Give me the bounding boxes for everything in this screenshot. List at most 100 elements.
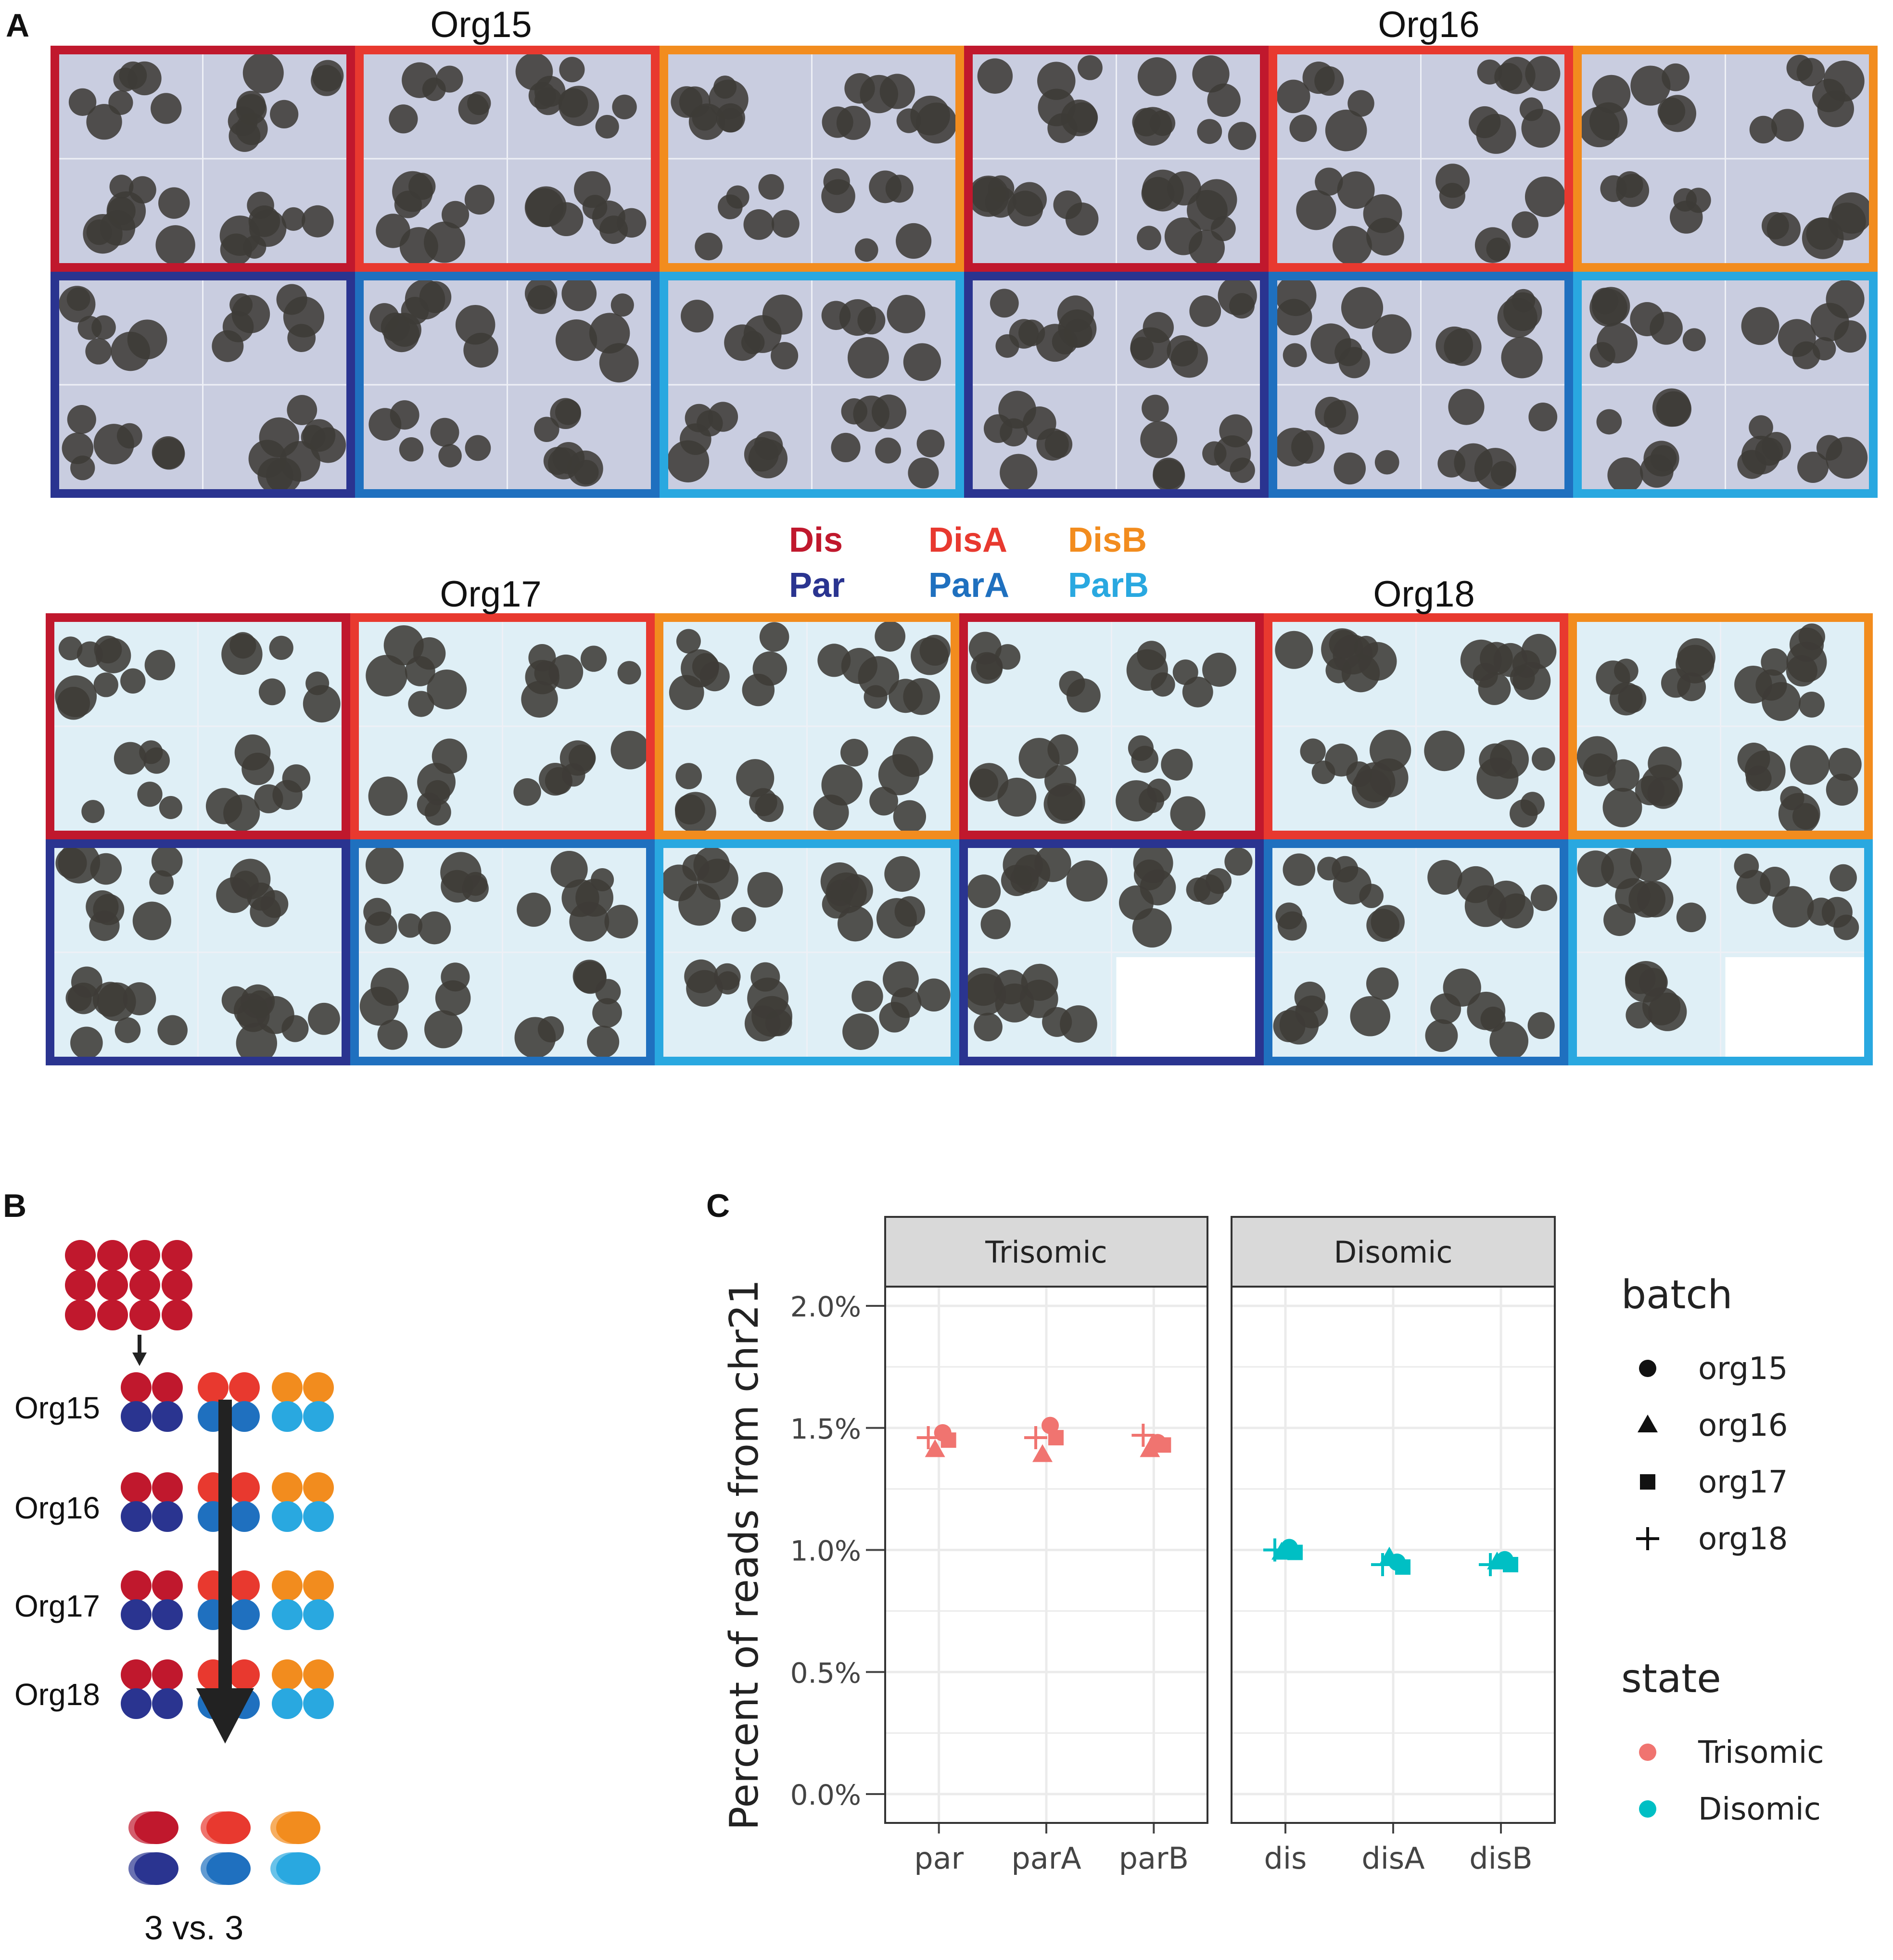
condition-frame [1269, 46, 1573, 272]
legend-key-state [1639, 1744, 1656, 1761]
organoid [1337, 171, 1375, 209]
facet-strip [884, 1216, 1208, 1288]
organoid [427, 669, 467, 709]
organoid [893, 800, 927, 833]
organoid [1302, 62, 1335, 94]
x-tick-label: disB [1469, 1841, 1532, 1876]
organoid [1037, 62, 1076, 100]
condition-frame [51, 46, 355, 272]
organoid [903, 678, 940, 715]
organoid [417, 763, 456, 801]
organoid [847, 337, 889, 379]
organoid [383, 625, 424, 666]
organoid [1626, 1001, 1652, 1029]
empty-tile [1725, 957, 1868, 1061]
organoid [377, 1019, 408, 1050]
starting-organoid [129, 1300, 160, 1330]
organoid [515, 52, 553, 90]
x-tick-label: parA [1011, 1841, 1081, 1876]
condition-frame [46, 839, 350, 1065]
organoid [1128, 735, 1154, 761]
organoid [911, 637, 949, 675]
organoid [896, 223, 932, 259]
organoid [1656, 391, 1692, 427]
starting-organoid [97, 1300, 128, 1330]
organoid [604, 905, 638, 939]
organoid [887, 294, 926, 333]
condition-frame [1568, 613, 1873, 839]
organoid [1202, 652, 1236, 687]
data-point [1140, 1439, 1160, 1457]
organoid [366, 655, 407, 696]
condition-frame [1573, 46, 1878, 272]
organoid [1053, 190, 1082, 219]
organoid [1596, 322, 1638, 364]
organoid [836, 105, 871, 140]
organoid [1007, 190, 1043, 227]
organoid [1334, 452, 1366, 485]
organoid [212, 330, 244, 362]
organoid [383, 316, 419, 353]
organoid [1315, 167, 1343, 196]
organoid [1532, 747, 1555, 771]
organoid [744, 437, 779, 472]
organoid [969, 769, 999, 798]
organoid [1630, 302, 1664, 337]
organoid [967, 176, 1009, 217]
organoid [1359, 884, 1384, 909]
legend-disa: DisA [928, 521, 1008, 559]
organoid [736, 759, 775, 797]
data-point [1395, 1559, 1410, 1575]
organoid [1000, 418, 1028, 447]
organoid [1512, 211, 1538, 238]
organoid [580, 645, 607, 672]
organoid [545, 767, 573, 795]
organoid [589, 313, 630, 354]
organoid [1749, 415, 1773, 440]
organoid [968, 632, 1002, 665]
organoid [1659, 95, 1697, 132]
organoid [527, 285, 557, 314]
organoid [229, 293, 253, 316]
organoid [287, 324, 316, 353]
condition-organoid [272, 1472, 303, 1503]
organoid [1066, 860, 1108, 902]
organoid [685, 404, 713, 432]
organoid [1355, 762, 1396, 802]
starting-organoid [162, 1240, 192, 1271]
organoid [1034, 845, 1071, 882]
organoid [1137, 57, 1177, 96]
organoid [1616, 171, 1643, 198]
organoid [1798, 691, 1825, 718]
organoid [731, 907, 756, 932]
organoid [305, 671, 330, 695]
organoid [1676, 645, 1715, 683]
organoid [1778, 793, 1820, 835]
organoid [1734, 853, 1759, 879]
organoid [1044, 765, 1077, 797]
condition-organoid [229, 1599, 260, 1630]
schematic-row-org16: Org16 [14, 1491, 100, 1525]
organoid [1741, 307, 1779, 345]
y-tick-label: 0.5% [790, 1657, 861, 1689]
organoid [831, 432, 861, 463]
organoid [67, 405, 96, 434]
organoid [749, 788, 777, 816]
organoid [1133, 107, 1172, 146]
organoid [1439, 183, 1465, 209]
organoid [550, 850, 588, 888]
condition-organoid [272, 1501, 303, 1532]
y-axis-label: Percent of reads from chr21 [722, 1279, 767, 1830]
condition-organoid [152, 1599, 183, 1630]
x-tick-label: disA [1361, 1841, 1424, 1876]
starting-organoid [65, 1240, 96, 1271]
org-title-org16: Org16 [1378, 4, 1480, 45]
condition-organoid [272, 1372, 303, 1403]
organoid [81, 800, 105, 823]
legend-key-batch [1640, 1474, 1655, 1490]
organoid [55, 675, 97, 717]
organoid [1078, 55, 1103, 80]
organoid [236, 94, 267, 125]
condition-organoid [303, 1570, 334, 1601]
organoid [595, 114, 619, 139]
